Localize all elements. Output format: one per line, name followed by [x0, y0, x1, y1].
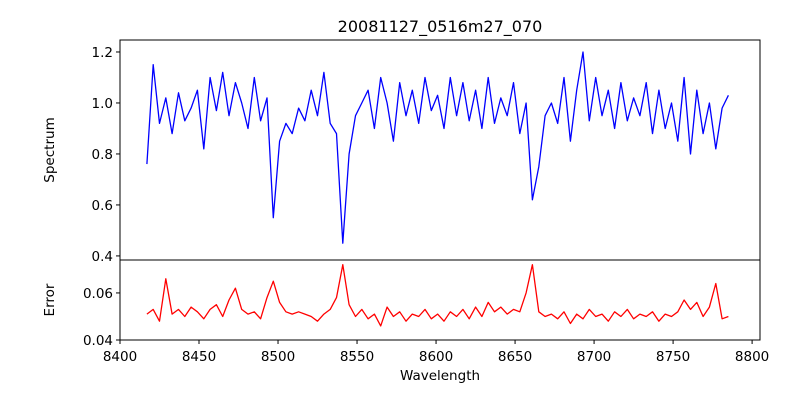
x-tick-label: 8550	[340, 349, 374, 365]
x-tick-label: 8650	[498, 349, 532, 365]
x-tick-label: 8500	[261, 349, 295, 365]
x-tick-label: 8450	[182, 349, 216, 365]
spectrum-line	[146, 51, 729, 244]
x-tick-label: 8700	[577, 349, 611, 365]
x-axis-label: Wavelength	[400, 368, 480, 384]
y-axis-label-spectrum: Spectrum	[42, 117, 58, 182]
spectrum-frame	[119, 39, 761, 261]
spectrum-y-tick-label: 0.8	[92, 147, 113, 163]
x-tick-label: 8400	[103, 349, 137, 365]
spectrum-y-tick-label: 0.6	[92, 198, 113, 214]
x-tick-label: 8600	[419, 349, 453, 365]
spectrum-y-tick-label: 1.2	[92, 45, 113, 61]
x-axis: 8400 8450 8500 8550 8600 8650 8700 8750 8800	[103, 340, 769, 365]
error-y-tick-label: 0.04	[83, 333, 113, 349]
x-tick-label: 8800	[735, 349, 769, 365]
y-axis-label-error: Error	[42, 283, 58, 316]
x-tick-label: 8750	[656, 349, 690, 365]
error-panel: 0.04 0.06	[83, 259, 761, 349]
spectrum-y-tick-label: 1.0	[92, 96, 113, 112]
error-frame	[119, 259, 761, 341]
spectrum-panel: 0.4 0.6 0.8 1.0 1.2	[92, 39, 761, 265]
error-line	[146, 264, 729, 327]
spectrum-y-tick-label: 0.4	[92, 249, 113, 265]
chart-title: 20081127_0516m27_070	[338, 17, 543, 37]
error-y-tick-label: 0.06	[83, 286, 113, 302]
